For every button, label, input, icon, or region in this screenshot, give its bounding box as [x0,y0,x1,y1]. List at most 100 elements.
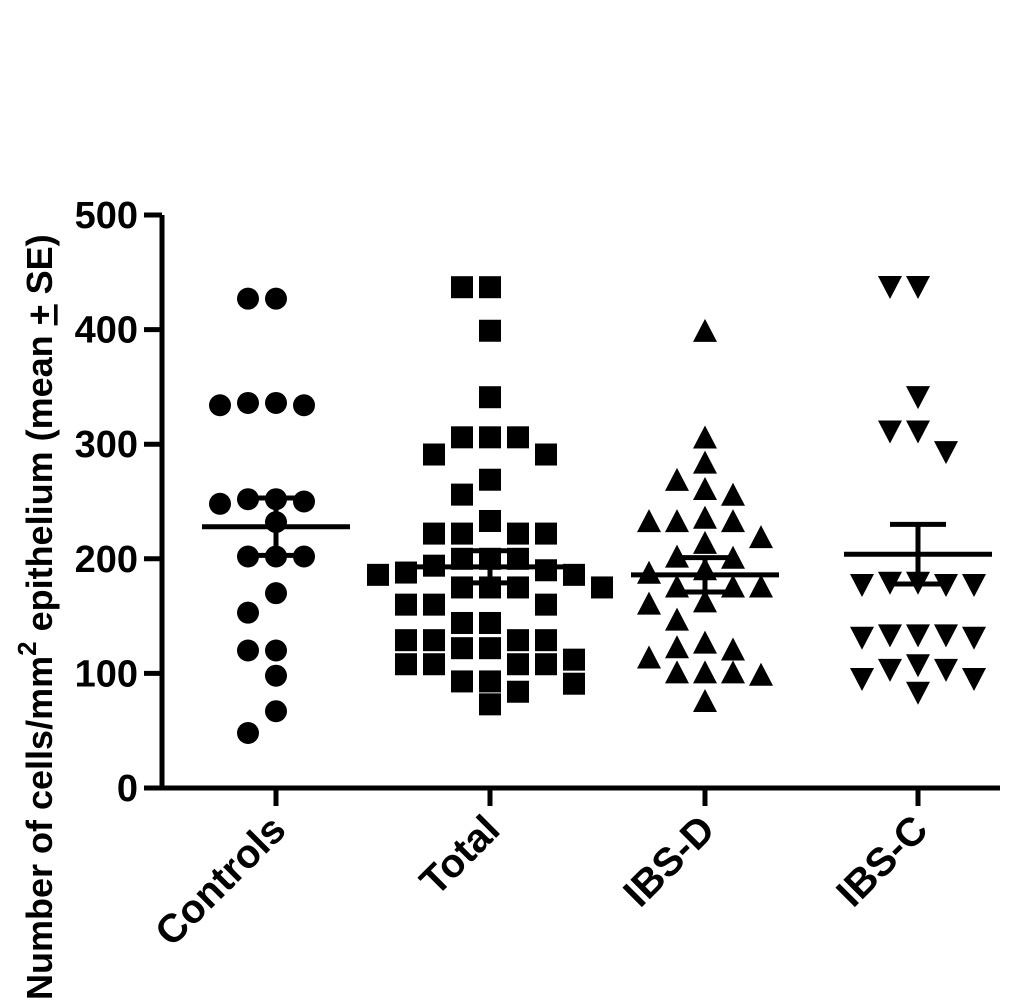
data-point [934,658,958,682]
data-point [479,468,501,491]
mean-se-total [416,548,564,586]
x-tick-label: Total [412,807,509,904]
data-point [906,386,930,410]
data-point [209,492,231,515]
data-point [451,547,473,570]
data-point [637,509,661,533]
mean-se-bars [202,495,992,595]
data-point [693,425,717,449]
data-point [451,276,473,299]
data-point [591,576,613,599]
data-point [479,693,501,716]
data-point [395,653,417,676]
data-point [479,276,501,299]
data-point [563,648,585,671]
data-point [507,629,529,652]
data-point [850,626,874,650]
data-point [906,624,930,648]
y-tick-label: 400 [75,310,138,352]
data-point [507,547,529,570]
data-point [878,276,902,300]
data-point [962,574,986,598]
data-point [293,490,315,513]
series-total [367,276,613,716]
data-point [693,318,717,342]
data-point [693,689,717,713]
data-point [850,574,874,598]
data-point [451,670,473,693]
data-point [451,611,473,634]
data-point [934,624,958,648]
data-point [423,629,445,652]
series-controls [209,287,315,744]
data-point [479,319,501,342]
y-ticks: 0 100 200 300 400 500 [75,195,162,810]
data-points [209,276,986,744]
data-point [878,624,902,648]
data-point [878,420,902,444]
data-point [395,593,417,616]
mean-se-ibs-d [631,555,779,595]
data-point [637,560,661,584]
data-point [749,574,773,598]
data-point [237,287,259,310]
y-tick-label: 500 [75,195,138,237]
data-point [451,426,473,449]
data-point [507,653,529,676]
data-point [962,667,986,691]
y-tick-label: 100 [75,653,138,695]
data-point [479,611,501,634]
data-point [850,667,874,691]
x-tick-label: Controls [147,807,294,954]
data-point [721,660,745,684]
data-point [693,450,717,474]
series-ibs-c [850,276,986,705]
y-axis-label-middle: epithelium (mean [19,325,60,641]
data-point [265,287,287,310]
data-point [693,630,717,654]
data-point [665,635,689,659]
data-point [237,391,259,414]
data-point [878,658,902,682]
data-point [535,522,557,545]
data-point [423,522,445,545]
data-point [721,482,745,506]
data-point [693,530,717,554]
data-point [721,509,745,533]
mean-se-controls [202,495,350,558]
data-point [237,639,259,662]
data-point [395,629,417,652]
data-point [535,559,557,582]
svg-text:Number of cells/mm2 epithelium: Number of cells/mm2 epithelium (mean + S… [12,234,60,1000]
y-tick-label: 0 [117,768,138,810]
data-point [423,593,445,616]
data-point [906,420,930,444]
data-point [535,629,557,652]
data-point [535,593,557,616]
data-point [637,645,661,669]
data-point [693,505,717,529]
data-point [906,276,930,300]
x-tick-label: IBS-D [615,807,723,915]
data-point [721,637,745,661]
data-point [479,670,501,693]
data-point [693,589,717,613]
data-point [934,441,958,465]
data-point [451,483,473,506]
data-point [563,563,585,586]
data-point [535,443,557,466]
data-point [265,639,287,662]
data-point [395,561,417,584]
data-point [962,626,986,650]
y-tick-label: 200 [75,539,138,581]
data-point [451,522,473,545]
y-axis-label-end: SE) [19,234,60,304]
data-point [451,637,473,660]
data-point [563,672,585,695]
data-point [507,680,529,703]
data-point [906,681,930,705]
series-ibs-d [637,318,773,713]
data-point [209,394,231,417]
data-point [693,477,717,501]
